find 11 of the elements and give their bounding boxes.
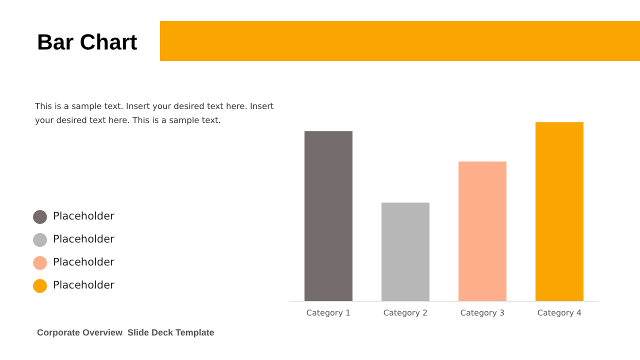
x-tick-label: Category 2 [383,308,428,318]
legend-label: Placeholder [53,234,116,246]
legend-label: Placeholder [53,210,116,222]
legend-label: Placeholder [53,256,116,268]
text: Corporate Overview Slide Deck Template [37,328,214,338]
legend-label: Placeholder [53,280,116,292]
text: Bar Chart [37,30,138,54]
x-tick-label: Category 1 [306,308,351,318]
x-tick-label: Category 4 [537,308,582,318]
x-tick-label: Category 3 [460,308,505,318]
text: This is a sample text. Insert your desired text here. Insert your desired text here. This is a sample text. [34,101,276,125]
